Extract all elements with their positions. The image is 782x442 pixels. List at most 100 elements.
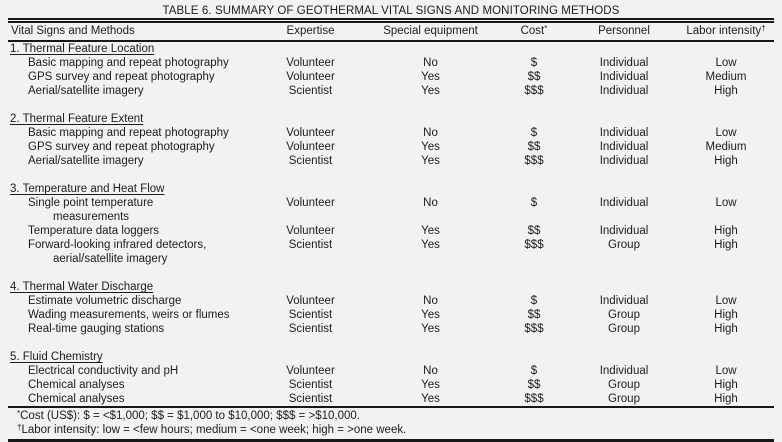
labor-intensity-cell: High <box>714 379 738 391</box>
special-equipment-cell: Yes <box>421 225 440 237</box>
method-cell: Aerial/satellite imagery <box>8 154 258 168</box>
method-name: Forward-looking infrared detectors, <box>28 239 207 251</box>
method-name: Basic mapping and repeat photography <box>28 127 229 139</box>
table-row: Chemical analyses Scientist Yes $$ Group High <box>8 378 774 392</box>
cost-cell: $$ <box>527 379 541 391</box>
column-header: Personnel <box>570 18 678 42</box>
method-name: Electrical conductivity and pH <box>28 365 179 377</box>
column-header-label: Special equipment <box>383 25 478 37</box>
labor-intensity-cell: High <box>714 155 738 167</box>
special-equipment-cell: Yes <box>421 155 440 167</box>
method-cell: Forward-looking infrared detectors, aeria… <box>8 238 258 266</box>
expertise-cell: Volunteer <box>286 225 335 237</box>
vital-signs-table: Vital Signs and Methods Expertise Special … <box>8 18 774 442</box>
expertise-cell: Scientist <box>288 379 333 391</box>
expertise-cell: Scientist <box>288 155 333 167</box>
personnel-cell: Individual <box>599 155 649 167</box>
section-heading: 1. Thermal Feature Location <box>10 43 155 55</box>
personnel-cell: Individual <box>599 85 649 97</box>
table-row: Chemical analyses Scientist Yes $$$ Group Hig… <box>8 392 774 407</box>
method-name: Aerial/satellite imagery <box>28 155 144 167</box>
section-heading-cell: 3. Temperature and Heat Flow <box>8 182 774 196</box>
labor-intensity-cell: Low <box>715 365 737 377</box>
column-header-label: Personnel <box>598 25 650 37</box>
cost-cell: $$$ <box>524 393 544 405</box>
cost-cell: $ <box>530 57 538 69</box>
method-cell: Estimate volumetric discharge <box>8 294 258 308</box>
column-header-superscript: * <box>544 24 548 33</box>
personnel-cell: Individual <box>599 127 649 139</box>
column-header: Labor intensity† <box>678 18 774 42</box>
table-title: TABLE 6. SUMMARY OF GEOTHERMAL VITAL SIG… <box>162 5 620 17</box>
method-cell: Basic mapping and repeat photography <box>8 56 258 70</box>
personnel-cell: Individual <box>599 295 649 307</box>
footnote-cell: *Cost (US$): $ = <$1,000; $$ = $1,000 to… <box>8 406 774 423</box>
section-spacer-cell <box>8 168 774 182</box>
cost-cell: $$ <box>527 309 541 321</box>
method-name: Wading measurements, weirs or flumes <box>28 309 230 321</box>
table-row: Aerial/satellite imagery Scientist Yes $$$ I… <box>8 84 774 98</box>
expertise-cell: Scientist <box>288 85 333 97</box>
method-name: Real-time gauging stations <box>28 323 165 335</box>
expertise-cell: Volunteer <box>286 71 335 83</box>
footnote-text: Labor intensity: low = <few hours; mediu… <box>21 424 407 436</box>
table-footnotes: *Cost (US$): $ = <$1,000; $$ = $1,000 to… <box>8 406 774 442</box>
personnel-cell: Individual <box>599 57 649 69</box>
special-equipment-cell: No <box>423 127 438 139</box>
cost-cell: $$ <box>527 71 541 83</box>
footnote-marker: * <box>17 409 21 418</box>
method-cell: Chemical analyses <box>8 392 258 407</box>
section-heading: 2. Thermal Feature Extent <box>10 113 144 125</box>
method-cell: Chemical analyses <box>8 378 258 392</box>
cost-cell: $ <box>530 127 538 139</box>
method-name-continued: measurements <box>53 211 130 223</box>
special-equipment-cell: No <box>423 197 438 209</box>
personnel-cell: Group <box>608 323 640 335</box>
header-row: Vital Signs and Methods Expertise Special … <box>8 18 774 42</box>
table-row: Basic mapping and repeat photography Volu… <box>8 126 774 140</box>
labor-intensity-cell: Medium <box>705 141 747 153</box>
cost-cell: $$$ <box>524 85 544 97</box>
personnel-cell: Group <box>608 309 640 321</box>
footnote-row: †Labor intensity: low = <few hours; medi… <box>8 423 774 442</box>
labor-intensity-cell: High <box>714 225 738 237</box>
section-heading-row: 5. Fluid Chemistry <box>8 350 774 364</box>
expertise-cell: Volunteer <box>286 127 335 139</box>
expertise-cell: Scientist <box>288 393 333 405</box>
cost-cell: $ <box>530 295 538 307</box>
column-header-label: Labor intensity <box>686 25 762 37</box>
special-equipment-cell: Yes <box>421 379 440 391</box>
section-spacer <box>8 98 774 112</box>
table-row: Wading measurements, weirs or flumes Scie… <box>8 308 774 322</box>
table-body: 1. Thermal Feature Location Basic mapping… <box>8 41 774 407</box>
section-spacer <box>8 168 774 182</box>
table-row: GPS survey and repeat photography Volunte… <box>8 140 774 154</box>
expertise-cell: Volunteer <box>286 365 335 377</box>
method-cell: Basic mapping and repeat photography <box>8 126 258 140</box>
column-header-label: Vital Signs and Methods <box>11 25 135 37</box>
personnel-cell: Individual <box>599 365 649 377</box>
table-row: Basic mapping and repeat photography Volu… <box>8 56 774 70</box>
special-equipment-cell: Yes <box>421 309 440 321</box>
table-row: Forward-looking infrared detectors, aeria… <box>8 238 774 266</box>
personnel-cell: Group <box>608 239 640 251</box>
section-heading-cell: 4. Thermal Water Discharge <box>8 280 774 294</box>
column-header: Expertise <box>258 18 363 42</box>
method-name-continued: aerial/satellite imagery <box>53 253 168 265</box>
special-equipment-cell: Yes <box>421 323 440 335</box>
special-equipment-cell: Yes <box>421 141 440 153</box>
method-name: Temperature data loggers <box>28 225 160 237</box>
footnote-row: *Cost (US$): $ = <$1,000; $$ = $1,000 to… <box>8 406 774 423</box>
expertise-cell: Scientist <box>288 323 333 335</box>
section-heading: 4. Thermal Water Discharge <box>10 281 154 293</box>
personnel-cell: Group <box>608 379 640 391</box>
section-spacer-cell <box>8 98 774 112</box>
section-spacer <box>8 266 774 280</box>
expertise-cell: Volunteer <box>286 57 335 69</box>
method-name: GPS survey and repeat photography <box>28 141 215 153</box>
column-header-superscript: † <box>761 24 766 33</box>
labor-intensity-cell: High <box>714 323 738 335</box>
labor-intensity-cell: High <box>714 393 738 405</box>
expertise-cell: Scientist <box>288 309 333 321</box>
method-name: Basic mapping and repeat photography <box>28 57 229 69</box>
